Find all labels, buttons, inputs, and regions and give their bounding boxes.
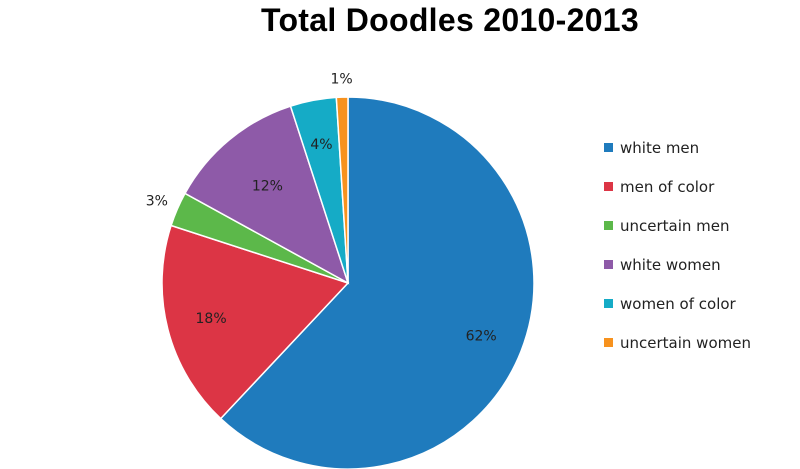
data-label-white-men: 62% xyxy=(466,329,497,345)
data-label-uncertain-men: 3% xyxy=(146,193,168,209)
legend-swatch xyxy=(604,182,613,191)
pie-slice-white-men xyxy=(219,96,535,469)
legend-item: uncertain men xyxy=(604,206,751,245)
data-label-men-of-color: 18% xyxy=(196,311,227,327)
legend-label: white women xyxy=(620,255,721,274)
data-label-uncertain-women: 1% xyxy=(330,72,352,88)
legend-label: men of color xyxy=(620,177,715,196)
legend-item: white men xyxy=(604,128,751,167)
legend-swatch xyxy=(604,221,613,230)
pie-slice-men-of-color xyxy=(161,224,350,420)
legend-swatch xyxy=(604,299,613,308)
legend-item: white women xyxy=(604,245,751,284)
legend-item: men of color xyxy=(604,167,751,206)
legend-label: uncertain men xyxy=(620,216,730,235)
legend-label: uncertain women xyxy=(620,333,751,352)
legend-swatch xyxy=(604,338,613,347)
legend-swatch xyxy=(604,260,613,269)
chart-title: Total Doodles 2010-2013 xyxy=(260,2,639,38)
data-label-white-women: 12% xyxy=(252,179,283,195)
legend-swatch xyxy=(604,143,613,152)
legend-item: women of color xyxy=(604,284,751,323)
pie-slice-uncertain-women xyxy=(335,96,349,284)
legend-label: women of color xyxy=(620,294,736,313)
data-label-women-of-color: 4% xyxy=(310,137,332,153)
legend: white men men of color uncertain men white … xyxy=(604,128,751,362)
legend-label: white men xyxy=(620,138,700,157)
pie-slice-white-women xyxy=(183,105,350,285)
legend-item: uncertain women xyxy=(604,323,751,362)
